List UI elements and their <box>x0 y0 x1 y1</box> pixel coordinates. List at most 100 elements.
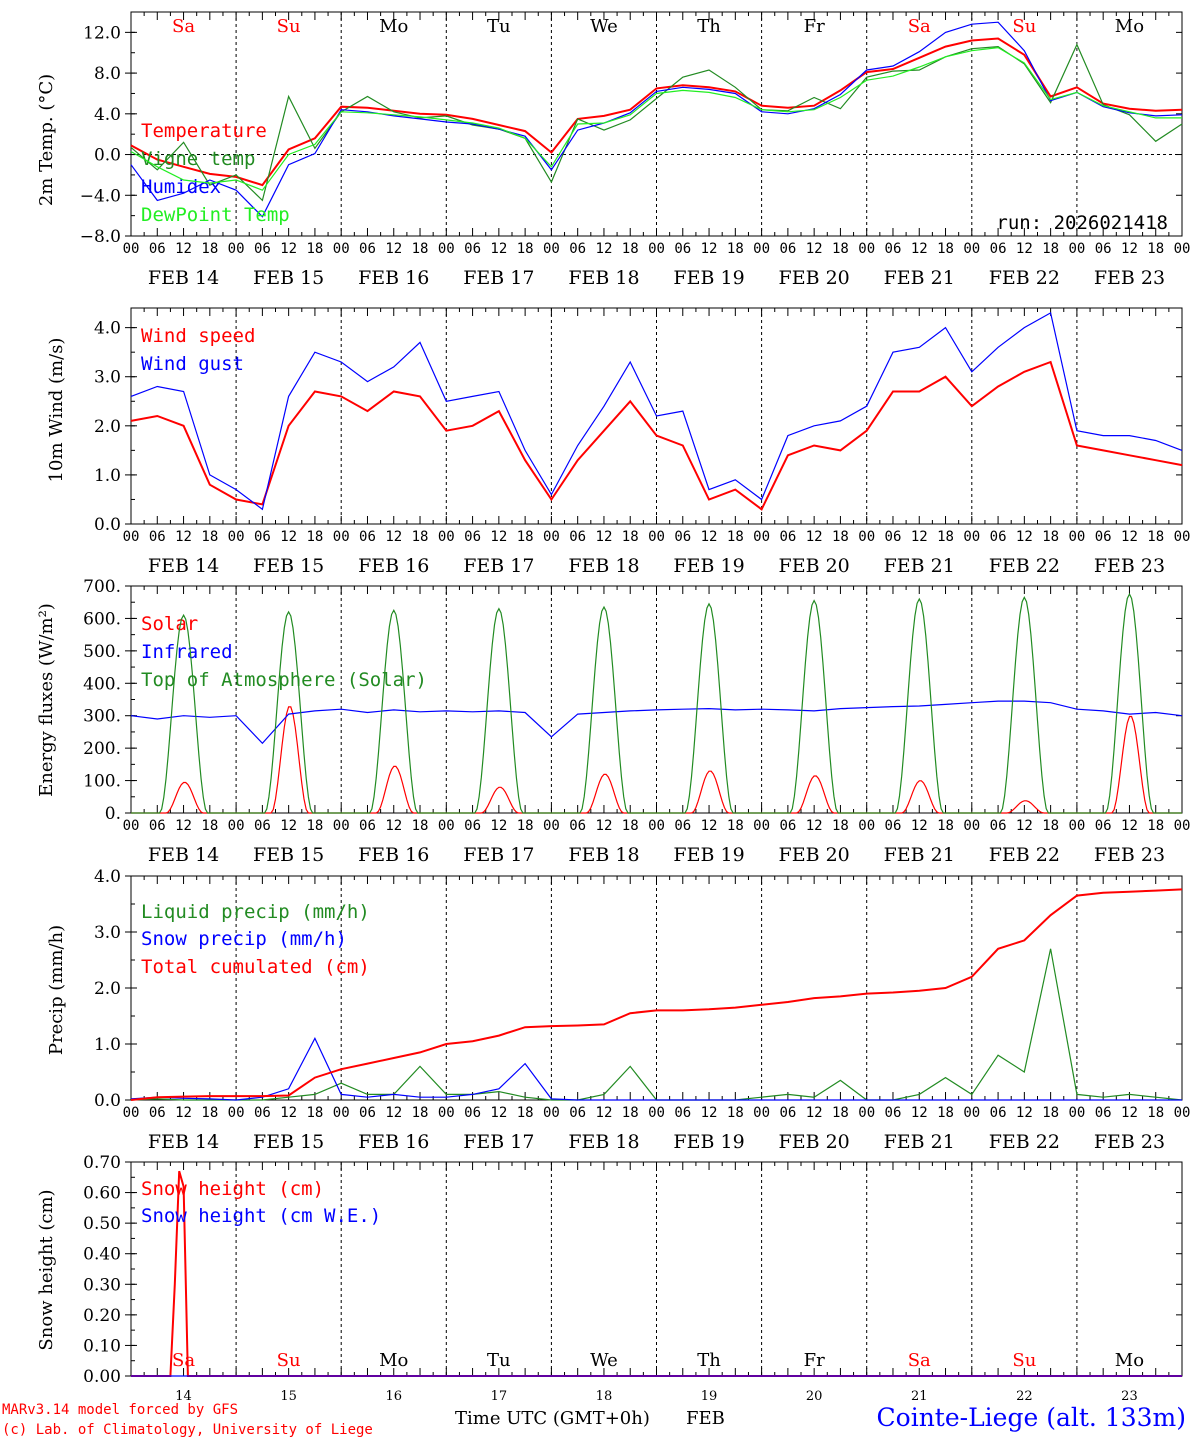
weekday-label: Mo <box>1115 1350 1144 1371</box>
y-tick-label: 600. <box>83 609 121 629</box>
hour-tick-label: 18 <box>517 529 534 545</box>
hour-tick-label: 06 <box>885 818 902 834</box>
series-line-top-of-atmosphere-solar- <box>131 592 1182 814</box>
date-label: FEB 18 <box>568 555 639 577</box>
hour-tick-label: 12 <box>701 1105 718 1121</box>
legend-entry: Snow height (cm W.E.) <box>141 1205 381 1227</box>
hour-tick-label: 18 <box>306 529 323 545</box>
legend-entry: Temperature <box>141 120 267 142</box>
y-tick-label: 500. <box>83 642 121 662</box>
date-label: FEB 19 <box>673 844 744 866</box>
hour-tick-label: 18 <box>622 241 639 257</box>
hour-tick-label: 00 <box>333 818 350 834</box>
hour-tick-label: 06 <box>779 1105 796 1121</box>
hour-tick-label: 18 <box>622 529 639 545</box>
panel-wind: 0.0 1.0 2.0 3.0 4.0 10m Wind (m/s) 00 06 12 18 FEB… <box>46 307 1190 577</box>
hour-tick-label: 00 <box>543 818 560 834</box>
date-label: FEB 23 <box>1094 1131 1165 1153</box>
date-label: FEB 19 <box>673 555 744 577</box>
weekday-label: Sa <box>172 1350 195 1371</box>
weekday-label: Su <box>277 16 301 37</box>
hour-tick-label: 06 <box>149 529 166 545</box>
date-label: FEB 17 <box>463 844 534 866</box>
y-tick-label: 0.00 <box>83 1367 121 1387</box>
hour-tick-label: 06 <box>254 818 271 834</box>
legend-entry: Liquid precip (mm/h) <box>141 901 370 923</box>
hour-tick-label: 06 <box>149 1105 166 1121</box>
date-label: FEB 22 <box>989 267 1060 289</box>
y-tick-label: 0.0 <box>94 515 121 535</box>
hour-tick-label: 18 <box>306 1105 323 1121</box>
hour-tick-label: 18 <box>201 241 218 257</box>
hour-tick-label: 12 <box>385 818 402 834</box>
weekday-label: Fr <box>804 16 825 37</box>
hour-tick-label: 00 <box>1068 529 1085 545</box>
y-axis-label: Energy fluxes (W/m²) <box>36 603 57 797</box>
weekday-label: Th <box>697 1350 721 1371</box>
y-tick-label: 300. <box>83 707 121 727</box>
hour-tick-label: 00 <box>123 241 140 257</box>
y-axis-label: 2m Temp. (°C) <box>36 74 57 206</box>
hour-tick-label: 00 <box>123 529 140 545</box>
panel-snow: 0.00 0.10 0.20 0.30 0.40 0.50 0.60 0.70 Snow hei… <box>36 1153 1183 1404</box>
hour-tick-label: 00 <box>333 529 350 545</box>
date-label: FEB 21 <box>884 844 955 866</box>
date-label: FEB 18 <box>568 1131 639 1153</box>
date-label: FEB 23 <box>1094 555 1165 577</box>
hour-tick-label: 06 <box>674 1105 691 1121</box>
hour-tick-label: 18 <box>727 1105 744 1121</box>
legend-entry: Snow precip (mm/h) <box>141 928 347 950</box>
hour-tick-label: 18 <box>412 1105 429 1121</box>
series-line-infrared <box>130 700 1183 745</box>
hour-tick-label: 00 <box>333 241 350 257</box>
weekday-label: Mo <box>379 16 408 37</box>
hour-tick-label: 00 <box>753 818 770 834</box>
hour-tick-label: 18 <box>937 241 954 257</box>
hour-tick-label: 06 <box>674 241 691 257</box>
hour-tick-label: 12 <box>1016 241 1033 257</box>
hour-tick-label: 06 <box>569 529 586 545</box>
series-line-dewpoint-temp <box>130 46 1182 191</box>
date-label: FEB 15 <box>253 844 324 866</box>
hour-tick-label: 18 <box>1147 241 1164 257</box>
hour-tick-label: 12 <box>701 241 718 257</box>
y-tick-label: 100. <box>83 772 121 792</box>
model-credit: MARv3.14 model forced by GFS <box>2 1402 238 1418</box>
legend-entry: Infrared <box>141 641 233 663</box>
hour-tick-label: 18 <box>1042 529 1059 545</box>
hour-tick-label: 12 <box>1016 1105 1033 1121</box>
hour-tick-label: 00 <box>858 1105 875 1121</box>
hour-tick-label: 12 <box>175 818 192 834</box>
date-label: FEB 22 <box>989 1131 1060 1153</box>
hour-tick-label: 06 <box>254 1105 271 1121</box>
hour-tick-label: 00 <box>1174 818 1191 834</box>
hour-tick-label: 06 <box>149 241 166 257</box>
hour-tick-label: 00 <box>1174 241 1191 257</box>
hour-tick-label: 12 <box>280 241 297 257</box>
y-tick-label: 4.0 <box>94 105 121 125</box>
date-label: FEB 15 <box>253 267 324 289</box>
hour-tick-label: 18 <box>832 529 849 545</box>
day-number-label: 21 <box>911 1389 928 1404</box>
hour-tick-label: 00 <box>438 818 455 834</box>
series-line-wind-gust <box>130 311 1183 511</box>
hour-tick-label: 12 <box>1121 1105 1138 1121</box>
y-tick-label: 0.10 <box>83 1336 121 1356</box>
date-label: FEB 19 <box>673 1131 744 1153</box>
weekday-label: Mo <box>379 1350 408 1371</box>
date-label: FEB 15 <box>253 1131 324 1153</box>
hour-tick-label: 18 <box>1147 818 1164 834</box>
month-label: FEB <box>686 1408 725 1429</box>
legend-entry: Wind speed <box>141 325 255 347</box>
hour-tick-label: 18 <box>201 529 218 545</box>
date-label: FEB 21 <box>884 555 955 577</box>
hour-tick-label: 00 <box>123 1105 140 1121</box>
hour-tick-label: 06 <box>990 818 1007 834</box>
hour-tick-label: 18 <box>1042 1105 1059 1121</box>
hour-tick-label: 00 <box>123 818 140 834</box>
date-label: FEB 20 <box>779 555 850 577</box>
hour-tick-label: 00 <box>438 241 455 257</box>
day-number-label: 19 <box>701 1389 718 1404</box>
hour-tick-label: 18 <box>622 1105 639 1121</box>
hour-tick-label: 18 <box>832 818 849 834</box>
